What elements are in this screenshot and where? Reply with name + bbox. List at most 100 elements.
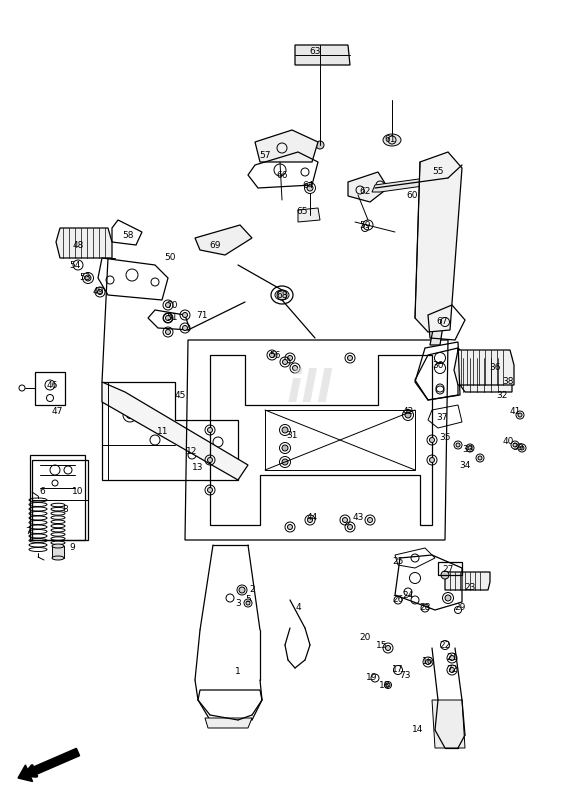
Text: 72: 72 xyxy=(446,666,457,674)
Text: 2: 2 xyxy=(249,586,255,594)
Text: 37: 37 xyxy=(436,414,448,423)
Text: 41: 41 xyxy=(510,407,521,416)
Text: 35: 35 xyxy=(439,434,450,443)
Circle shape xyxy=(166,303,170,308)
Circle shape xyxy=(449,667,455,673)
Polygon shape xyxy=(430,268,452,345)
Text: 28: 28 xyxy=(419,603,431,613)
Text: 69: 69 xyxy=(209,240,221,249)
Text: 19: 19 xyxy=(367,674,378,682)
Circle shape xyxy=(182,325,188,331)
Text: 3: 3 xyxy=(235,598,241,607)
Circle shape xyxy=(430,438,434,443)
Polygon shape xyxy=(255,130,318,162)
Ellipse shape xyxy=(52,556,64,560)
Text: 55: 55 xyxy=(433,168,444,177)
Text: 56: 56 xyxy=(269,351,281,360)
Text: 49: 49 xyxy=(92,288,104,296)
Text: 36: 36 xyxy=(489,364,501,372)
Circle shape xyxy=(282,445,288,451)
Text: 16: 16 xyxy=(422,658,434,666)
Text: 57: 57 xyxy=(259,150,271,160)
Circle shape xyxy=(269,352,274,357)
Circle shape xyxy=(207,427,212,432)
Polygon shape xyxy=(102,382,248,480)
Text: 51: 51 xyxy=(166,313,178,323)
Text: 26: 26 xyxy=(393,595,404,605)
Circle shape xyxy=(97,289,102,295)
Text: 1: 1 xyxy=(235,667,241,677)
Polygon shape xyxy=(298,208,320,222)
Text: 46: 46 xyxy=(46,380,58,389)
Circle shape xyxy=(456,443,460,447)
Text: 20: 20 xyxy=(360,634,371,642)
Polygon shape xyxy=(458,348,512,392)
Text: 48: 48 xyxy=(72,240,84,249)
Circle shape xyxy=(445,595,451,601)
Text: 14: 14 xyxy=(412,725,424,734)
Circle shape xyxy=(239,587,245,593)
Polygon shape xyxy=(415,152,462,332)
Polygon shape xyxy=(454,350,514,385)
Text: 66: 66 xyxy=(276,170,288,180)
Circle shape xyxy=(513,443,517,447)
Circle shape xyxy=(468,446,472,450)
Text: 25: 25 xyxy=(393,558,404,566)
Text: 31: 31 xyxy=(286,431,298,439)
Text: 61: 61 xyxy=(384,136,396,145)
Text: 40: 40 xyxy=(503,438,514,447)
Text: 58: 58 xyxy=(122,230,134,240)
Text: 73: 73 xyxy=(400,670,411,679)
Text: 68: 68 xyxy=(276,291,288,300)
Text: 11: 11 xyxy=(157,427,168,436)
Text: 8: 8 xyxy=(62,506,68,515)
Text: 42: 42 xyxy=(402,407,413,416)
Polygon shape xyxy=(432,700,465,748)
Polygon shape xyxy=(195,225,252,255)
Text: 62: 62 xyxy=(360,188,371,197)
Circle shape xyxy=(277,290,287,300)
Circle shape xyxy=(126,411,134,419)
Circle shape xyxy=(246,601,250,605)
Circle shape xyxy=(288,524,292,530)
Circle shape xyxy=(307,185,313,191)
Text: 70: 70 xyxy=(166,300,178,309)
Text: 9: 9 xyxy=(69,543,75,552)
Text: 47: 47 xyxy=(52,407,63,416)
Circle shape xyxy=(441,571,449,579)
Circle shape xyxy=(182,312,188,317)
Text: 29: 29 xyxy=(455,603,466,613)
Polygon shape xyxy=(295,45,350,65)
Text: 65: 65 xyxy=(296,208,308,217)
Text: 71: 71 xyxy=(196,311,208,320)
Text: 13: 13 xyxy=(192,463,204,472)
Polygon shape xyxy=(52,546,64,558)
Text: 32: 32 xyxy=(496,391,508,400)
Text: 21: 21 xyxy=(446,654,457,662)
Polygon shape xyxy=(56,228,112,258)
Circle shape xyxy=(343,518,347,523)
Text: 24: 24 xyxy=(402,590,413,599)
Circle shape xyxy=(85,275,91,281)
Text: 5: 5 xyxy=(245,595,251,605)
Circle shape xyxy=(426,659,431,665)
Text: 6: 6 xyxy=(39,487,45,496)
Text: 43: 43 xyxy=(352,514,364,523)
Text: 59: 59 xyxy=(359,221,371,229)
Text: 17: 17 xyxy=(392,666,404,674)
Text: 45: 45 xyxy=(174,391,186,400)
Text: 34: 34 xyxy=(459,460,471,470)
Text: 10: 10 xyxy=(72,487,84,496)
Circle shape xyxy=(292,365,298,371)
Text: 27: 27 xyxy=(442,566,454,574)
Circle shape xyxy=(518,413,522,417)
Text: 38: 38 xyxy=(502,377,514,387)
Text: 33: 33 xyxy=(462,446,474,455)
Text: 30: 30 xyxy=(433,360,444,369)
Text: 18: 18 xyxy=(379,681,391,690)
Circle shape xyxy=(282,427,288,433)
Polygon shape xyxy=(348,172,388,202)
Text: ill: ill xyxy=(287,368,333,411)
Circle shape xyxy=(478,456,482,460)
Text: 53: 53 xyxy=(79,273,91,283)
